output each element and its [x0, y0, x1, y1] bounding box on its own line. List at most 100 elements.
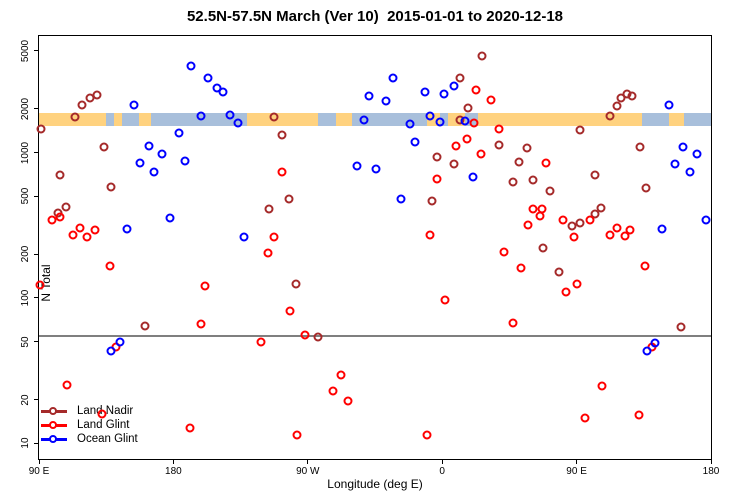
x-tick-mark — [38, 459, 40, 464]
data-point-ocean-glint — [218, 87, 228, 97]
x-tick-mark — [172, 459, 174, 464]
legend-marker-icon — [49, 420, 57, 429]
data-point-ocean-glint — [359, 115, 369, 125]
data-point-land-nadir — [432, 152, 442, 162]
data-point-land-glint — [572, 279, 582, 289]
data-point-land-nadir — [528, 175, 538, 185]
legend-item: Ocean Glint — [41, 432, 138, 446]
data-point-land-nadir — [590, 170, 600, 180]
data-point-ocean-glint — [381, 96, 391, 106]
y-tick-mark — [34, 442, 39, 444]
data-point-land-glint — [634, 410, 644, 420]
data-point-land-glint — [256, 337, 266, 347]
x-tick-label: 90 E — [28, 466, 50, 477]
data-point-land-glint — [541, 158, 551, 168]
geo-band-land-segment — [113, 113, 122, 127]
data-point-land-glint — [462, 134, 472, 144]
data-point-ocean-glint — [657, 224, 667, 234]
data-point-ocean-glint — [233, 118, 243, 128]
data-point-land-nadir — [538, 243, 548, 253]
data-point-land-glint — [277, 167, 287, 177]
data-point-ocean-glint — [165, 213, 175, 223]
data-point-ocean-glint — [435, 117, 444, 127]
geo-band-ocean-segment — [439, 113, 448, 127]
y-tick-label: 100 — [20, 289, 31, 307]
data-point-land-glint — [597, 381, 607, 391]
data-point-land-glint — [200, 281, 210, 291]
data-point-ocean-glint — [122, 224, 132, 234]
data-point-land-glint — [68, 230, 78, 240]
y-tick-mark — [34, 195, 39, 197]
y-tick-label: 5000 — [20, 39, 31, 63]
data-point-ocean-glint — [664, 100, 674, 110]
data-point-land-glint — [185, 423, 195, 433]
data-point-land-glint — [499, 247, 509, 257]
data-point-land-nadir — [605, 111, 615, 121]
data-point-ocean-glint — [180, 156, 190, 166]
data-point-ocean-glint — [239, 232, 249, 242]
data-point-land-glint — [535, 211, 545, 221]
data-point-ocean-glint — [115, 337, 125, 347]
geo-band-land-segment — [669, 113, 685, 127]
data-point-land-nadir — [590, 209, 600, 219]
data-point-land-nadir — [567, 221, 577, 231]
geo-band-ocean-segment — [684, 113, 711, 127]
data-point-land-glint — [328, 386, 338, 396]
data-point-ocean-glint — [449, 81, 459, 91]
data-point-land-glint — [35, 280, 45, 290]
data-point-land-glint — [62, 380, 72, 390]
data-point-land-nadir — [455, 73, 465, 83]
data-point-ocean-glint — [352, 161, 362, 171]
data-point-land-glint — [516, 263, 526, 273]
data-point-ocean-glint — [701, 215, 711, 225]
data-point-land-nadir — [627, 91, 637, 101]
x-tick-mark — [710, 459, 712, 464]
data-point-land-nadir — [77, 100, 87, 110]
data-point-land-glint — [425, 230, 435, 240]
data-point-ocean-glint — [157, 149, 167, 159]
y-tick-mark — [34, 50, 39, 52]
data-point-land-nadir — [494, 140, 504, 150]
data-point-land-glint — [625, 225, 635, 235]
y-tick-mark — [34, 341, 39, 343]
threshold-line — [39, 334, 711, 337]
data-point-land-glint — [432, 174, 442, 184]
chart-title: 52.5N-57.5N March (Ver 10) 2015-01-01 to… — [186, 8, 564, 25]
data-point-land-nadir — [545, 186, 555, 196]
data-point-land-nadir — [277, 130, 287, 140]
data-point-land-nadir — [140, 321, 150, 331]
legend-marker-icon — [49, 434, 57, 443]
legend-label: Land Glint — [77, 419, 130, 431]
data-point-ocean-glint — [203, 73, 213, 83]
data-point-land-glint — [585, 215, 595, 225]
data-point-ocean-glint — [685, 167, 695, 177]
data-point-land-nadir — [61, 202, 71, 212]
data-point-land-nadir — [449, 159, 459, 169]
data-point-ocean-glint — [174, 128, 184, 138]
y-tick-label: 500 — [20, 187, 31, 205]
y-tick-label: 50 — [20, 336, 31, 348]
y-tick-mark — [34, 297, 39, 299]
x-tick-mark — [307, 459, 309, 464]
data-point-land-glint — [640, 261, 650, 271]
data-point-land-glint — [97, 409, 107, 419]
data-point-land-glint — [494, 124, 504, 134]
y-tick-label: 200 — [20, 245, 31, 263]
data-point-ocean-glint — [678, 142, 688, 152]
legend-marker-icon — [49, 406, 57, 415]
plot-area: N Total Land Nadir Land Glint Ocean Glint … — [20, 35, 719, 477]
data-point-land-nadir — [575, 125, 585, 135]
data-point-ocean-glint — [135, 158, 145, 168]
data-point-land-nadir — [554, 267, 564, 277]
data-point-land-nadir — [99, 142, 109, 152]
data-point-land-nadir — [291, 279, 301, 289]
y-tick-label: 1000 — [20, 141, 31, 164]
data-point-land-glint — [486, 95, 496, 105]
data-point-ocean-glint — [144, 141, 154, 151]
data-point-land-nadir — [641, 183, 651, 193]
data-point-land-glint — [300, 330, 310, 340]
data-point-land-glint — [561, 287, 571, 297]
x-axis-label: Longitude (deg E) — [327, 477, 423, 491]
legend-item: Land Nadir — [41, 404, 138, 418]
